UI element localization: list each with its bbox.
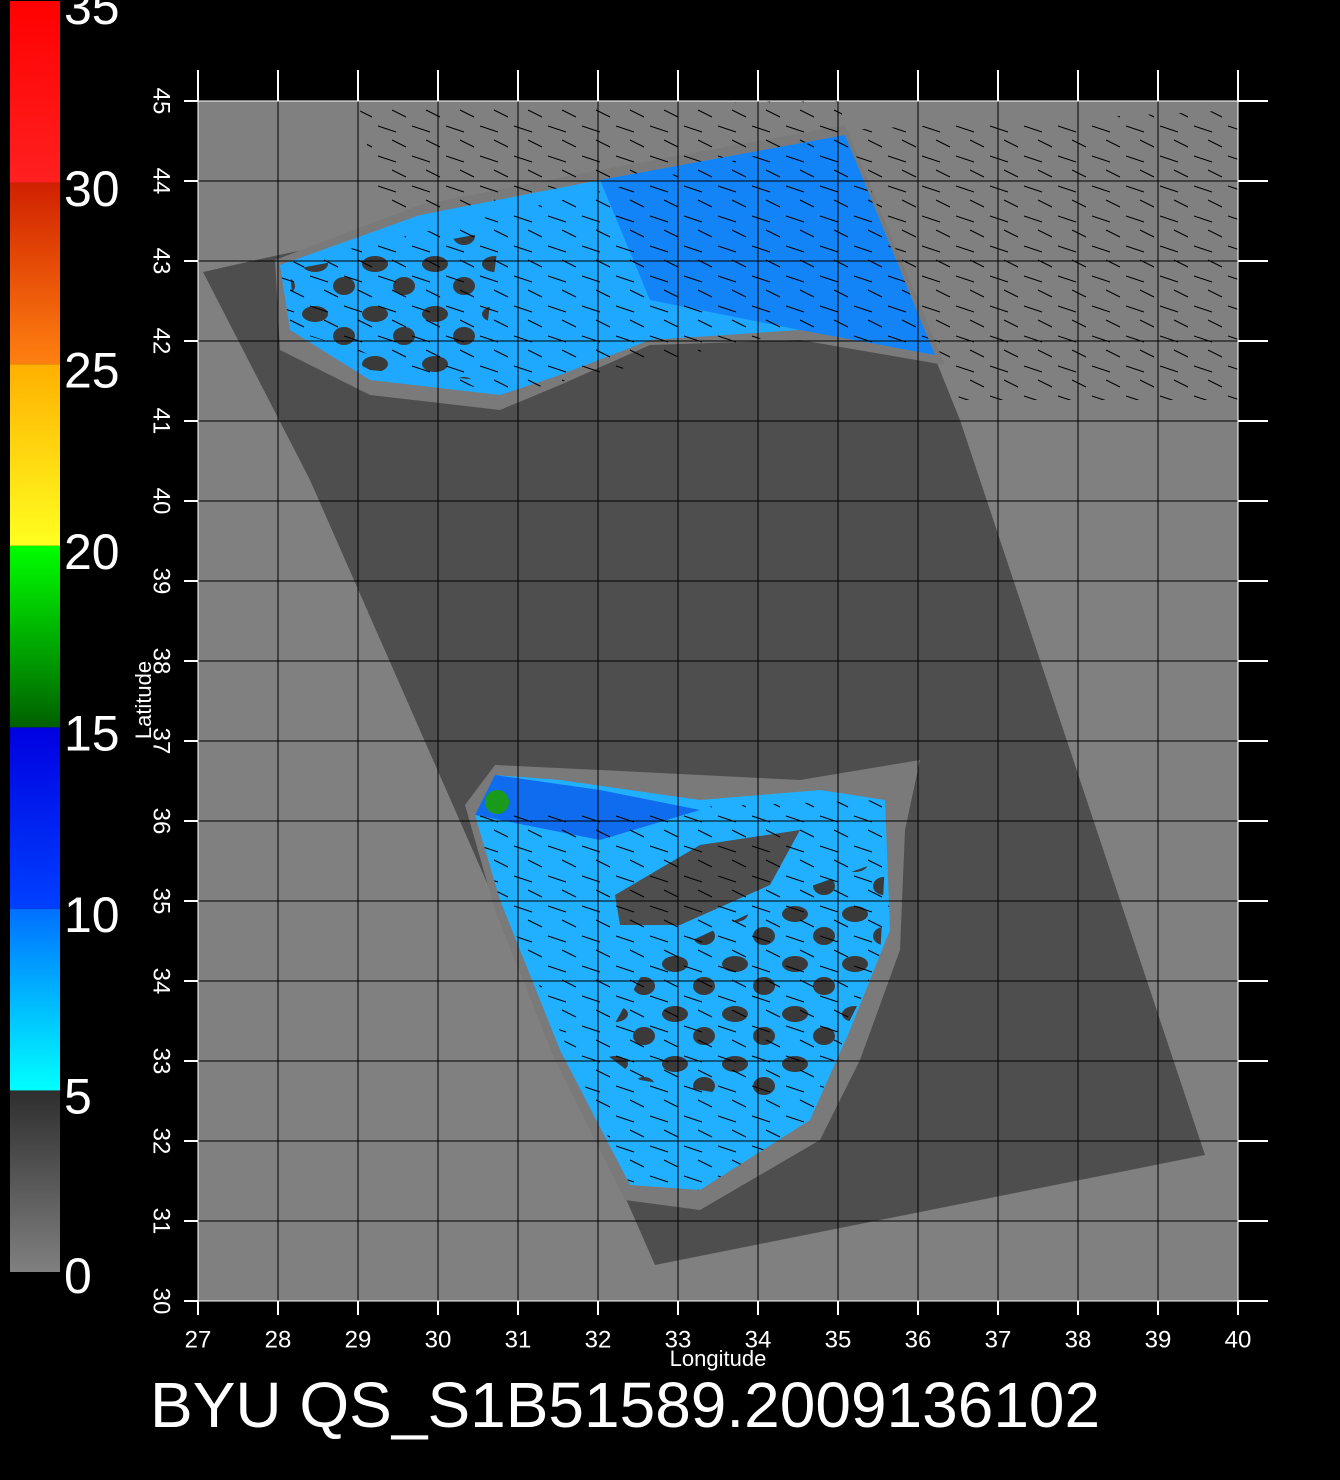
x-tick-label: 33 [665, 1326, 692, 1353]
colorbar-tick-label: 10 [64, 887, 120, 943]
colorbar-tick-label: 30 [64, 161, 120, 217]
x-tick-label: 34 [745, 1326, 772, 1353]
y-tick-label: 34 [148, 968, 175, 995]
plot-frame [197, 100, 1239, 1302]
x-tick-label: 27 [185, 1326, 212, 1353]
x-tick-label: 39 [1145, 1326, 1172, 1353]
x-tick-label: 36 [905, 1326, 932, 1353]
x-tick-label: 40 [1225, 1326, 1252, 1353]
y-tick-label: 35 [148, 888, 175, 915]
x-tick-label: 35 [825, 1326, 852, 1353]
x-tick-label: 37 [985, 1326, 1012, 1353]
wind-vectors [360, 100, 845, 215]
colorbar-tick-label: 20 [64, 524, 120, 580]
colorbar-segment [10, 182, 60, 365]
x-tick-label: 31 [505, 1326, 532, 1353]
footer: BYU QS_S1B51589.2009136102 [150, 1369, 1100, 1441]
x-tick-label: 30 [425, 1326, 452, 1353]
colorbar-tick-label: 5 [64, 1069, 92, 1125]
x-tick-label: 32 [585, 1326, 612, 1353]
colorbar-segment [10, 364, 60, 546]
y-tick-label: 32 [148, 1128, 175, 1155]
colorbar-tick-label: 0 [64, 1248, 92, 1304]
y-tick-label: 41 [148, 408, 175, 435]
y-axis-label: Latitude [131, 661, 156, 739]
high-wind-spot [485, 790, 509, 814]
y-tick-label: 44 [148, 168, 175, 195]
y-tick-label: 38 [148, 648, 175, 675]
x-tick-label: 29 [345, 1326, 372, 1353]
y-tick-label: 37 [148, 728, 175, 755]
axes: 27 28 29 30 31 32 33 34 35 36 37 38 39 40 30 31 32 33 34 35… [10, 0, 1268, 1353]
y-tick-label: 42 [148, 328, 175, 355]
y-tick-label: 45 [148, 88, 175, 115]
y-tick-label: 30 [148, 1288, 175, 1315]
y-tick-label: 43 [148, 248, 175, 275]
wind-vectors [845, 110, 1238, 400]
wind-vectors [280, 135, 935, 395]
y-tick-label: 39 [148, 568, 175, 595]
wind-vectors [475, 800, 890, 1190]
colorbar-tick-label: 35 [64, 0, 120, 35]
colorbar-tick-label: 25 [64, 342, 120, 398]
y-tick-label: 36 [148, 808, 175, 835]
y-tick-label: 33 [148, 1048, 175, 1075]
x-axis-label: Longitude [670, 1346, 767, 1371]
colorbar-segment [10, 727, 60, 909]
x-tick-label: 28 [265, 1326, 292, 1353]
colorbar-segment [10, 1090, 60, 1272]
colorbar-segment [10, 545, 60, 728]
colorbar-segment [10, 908, 60, 1091]
colorbar-tick-label: 15 [64, 705, 120, 761]
colorbar-segment [10, 1, 60, 183]
x-tick-label: 38 [1065, 1326, 1092, 1353]
swath [203, 135, 1205, 1265]
y-tick-label: 40 [148, 488, 175, 515]
y-tick-label: 31 [148, 1208, 175, 1235]
